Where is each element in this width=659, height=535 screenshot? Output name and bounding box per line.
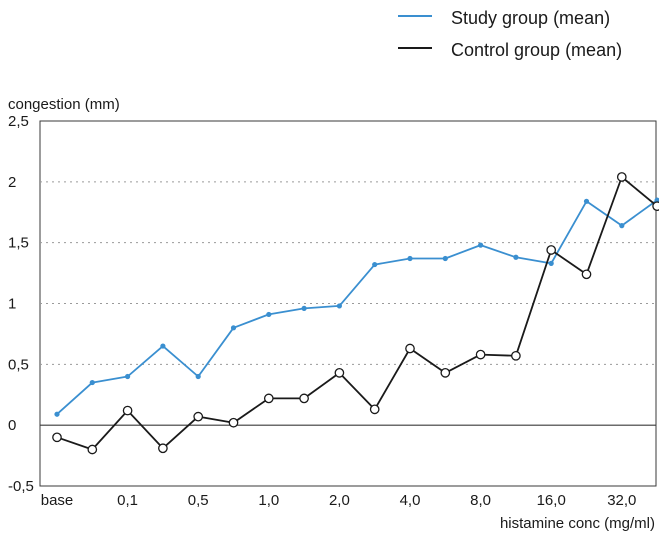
control-point [475,349,486,360]
study-point [583,198,590,204]
series-study [54,197,659,417]
x-tick-label: 4,0 [400,492,421,509]
y-tick-label: 1,5 [8,235,29,252]
control-point [193,411,204,422]
x-tick-label: 0,5 [188,492,209,509]
control-point [228,417,239,428]
x-tick-label: base [41,492,74,509]
study-point [160,343,166,349]
control-point [122,405,133,416]
study-point [89,379,95,386]
study-point [230,325,237,331]
y-tick-labels: -0,5 0 0,5 1 1,5 2 2,5 [8,113,34,495]
control-point [581,269,592,280]
study-point [513,254,519,260]
x-axis-label: histamine conc (mg/ml) [500,515,655,532]
legend-label-study: Study group (mean) [451,8,610,28]
study-point [336,303,342,309]
study-point [619,223,625,229]
x-tick-label: 8,0 [470,492,491,509]
control-point [334,367,345,378]
control-point [87,444,98,455]
control-point [652,201,659,212]
y-tick-label: 2,5 [8,113,29,130]
study-point [125,373,131,380]
y-tick-label: 1 [8,296,16,313]
x-tick-label: 2,0 [329,492,350,509]
control-point [546,245,557,255]
series [52,172,659,455]
study-point [478,242,484,248]
study-point [372,261,378,268]
study-point [301,305,307,311]
y-axis-label: congestion (mm) [8,96,120,113]
study-point [548,260,554,266]
x-tick-label: 0,1 [117,492,138,509]
control-line [56,176,658,451]
legend: Study group (mean) Control group (mean) [398,8,622,60]
study-point [195,373,201,380]
control-point [158,443,168,454]
series-control [52,172,659,455]
control-point [299,393,309,404]
study-point [442,255,448,262]
y-tick-label: 2 [8,174,16,191]
control-point [263,393,274,404]
y-tick-label: 0 [8,417,16,434]
control-point [405,343,415,354]
control-point [511,350,521,361]
x-tick-label: 1,0 [258,492,279,509]
control-point [369,404,380,415]
study-point [54,411,60,417]
control-point [440,367,451,378]
control-point [52,432,62,443]
x-tick-label: 32,0 [607,492,636,509]
grid-lines [40,181,656,426]
x-tick-label: 16,0 [537,492,566,509]
x-tick-labels: base 0,1 0,5 1,0 2,0 4,0 8,0 16,0 32,0 [41,492,637,509]
control-point [616,172,627,182]
study-point [407,255,413,262]
y-tick-label: 0,5 [8,356,29,373]
study-line [56,199,658,415]
y-tick-label: -0,5 [8,478,34,495]
legend-label-control: Control group (mean) [451,40,622,60]
study-point [266,311,272,318]
